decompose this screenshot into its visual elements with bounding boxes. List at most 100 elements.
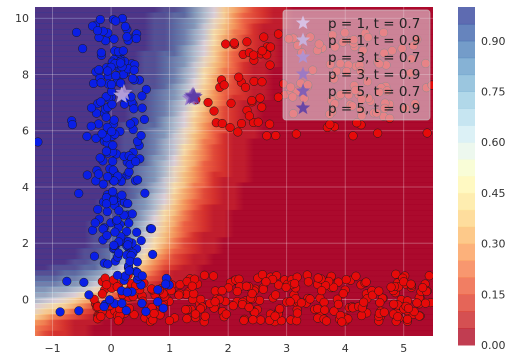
red-point	[253, 117, 263, 127]
red-point	[97, 289, 107, 299]
red-point	[249, 50, 259, 60]
red-point	[325, 119, 335, 129]
plot-area: p = 1, t = 0.7p = 1, t = 0.9p = 3, t = 0…	[35, 7, 433, 336]
red-point	[239, 315, 249, 325]
blue-point	[131, 34, 141, 44]
red-point	[265, 119, 275, 129]
blue-point	[96, 97, 106, 107]
blue-point	[101, 146, 111, 156]
colorbar-tick-label: 0.15	[481, 288, 506, 301]
colorbar-band	[458, 294, 475, 312]
blue-point	[123, 198, 133, 209]
colorbar-tick-label: 0.90	[481, 35, 506, 48]
colorbar-tick-label: 0.75	[481, 86, 506, 99]
red-point	[329, 306, 339, 316]
red-point	[291, 129, 301, 139]
blue-point	[99, 302, 109, 312]
blue-point	[114, 248, 124, 258]
legend-label: p = 5, t = 0.9	[328, 101, 420, 117]
red-point	[221, 309, 231, 319]
blue-point	[101, 112, 111, 122]
blue-point	[102, 207, 112, 217]
red-point	[190, 309, 200, 319]
blue-point	[161, 279, 171, 289]
red-point	[418, 283, 428, 293]
red-point	[203, 97, 213, 108]
red-point	[391, 269, 401, 279]
red-point	[241, 281, 252, 291]
red-point	[258, 284, 268, 294]
red-point	[367, 290, 378, 300]
red-point	[270, 311, 280, 321]
blue-point	[140, 188, 150, 198]
red-point	[226, 98, 236, 108]
blue-point	[132, 227, 142, 237]
blue-point	[123, 240, 133, 250]
legend-marker	[295, 32, 311, 47]
blue-point	[74, 306, 84, 316]
red-point	[196, 294, 206, 304]
red-point	[292, 308, 302, 318]
colorbar-band	[458, 192, 475, 211]
legend-marker	[295, 49, 311, 64]
blue-point	[137, 298, 147, 308]
blue-point	[84, 290, 94, 300]
red-point	[333, 299, 343, 309]
blue-point	[71, 27, 82, 37]
y-axis-ticks: 0 2 4 6 8 10	[15, 12, 29, 306]
red-point	[341, 275, 351, 285]
blue-point	[109, 34, 119, 44]
legend-label: p = 1, t = 0.9	[328, 33, 420, 49]
legend-label: p = 3, t = 0.7	[328, 50, 420, 66]
blue-point	[94, 169, 104, 179]
blue-point	[93, 26, 103, 36]
blue-point	[153, 297, 163, 307]
x-axis-ticks: −1 0 1 2 3 4 5	[44, 342, 407, 355]
red-point	[305, 294, 315, 304]
red-point	[244, 111, 254, 121]
blue-point	[139, 114, 149, 125]
red-point	[164, 316, 175, 326]
red-point	[403, 303, 414, 313]
x-tick-label: 5	[400, 342, 407, 355]
red-point	[234, 72, 244, 82]
blue-point	[86, 103, 97, 113]
blue-point	[105, 295, 115, 305]
blue-point	[107, 99, 117, 109]
x-tick-label: 4	[342, 342, 349, 355]
legend-label: p = 5, t = 0.7	[328, 84, 420, 100]
blue-point	[132, 257, 142, 267]
red-point	[271, 290, 281, 300]
blue-point	[116, 78, 126, 88]
colorbar-band	[458, 209, 475, 228]
red-point	[402, 314, 412, 324]
blue-point	[98, 179, 108, 189]
red-point	[217, 286, 227, 296]
red-point	[200, 311, 210, 321]
red-point	[275, 304, 285, 314]
legend-marker	[295, 15, 311, 30]
blue-point	[86, 121, 96, 131]
x-tick-label: 3	[283, 342, 290, 355]
blue-point	[74, 188, 84, 198]
blue-point	[113, 270, 123, 280]
red-point	[273, 29, 283, 39]
blue-point	[97, 129, 107, 139]
colorbar-band	[458, 277, 475, 295]
red-point	[113, 316, 123, 326]
x-tick-label: 0	[108, 342, 115, 355]
blue-point	[95, 153, 105, 163]
red-point	[338, 288, 348, 299]
red-point	[262, 131, 272, 141]
x-tick-label: −1	[44, 342, 60, 355]
colorbar: 0.00 0.15 0.30 0.45 0.60 0.75 0.90	[458, 7, 506, 352]
red-point	[248, 315, 258, 325]
blue-point	[129, 104, 139, 114]
red-point	[181, 305, 191, 315]
blue-point	[120, 21, 130, 32]
red-point	[374, 286, 384, 296]
red-point	[221, 39, 231, 49]
red-point	[240, 82, 251, 92]
red-point	[259, 32, 269, 42]
